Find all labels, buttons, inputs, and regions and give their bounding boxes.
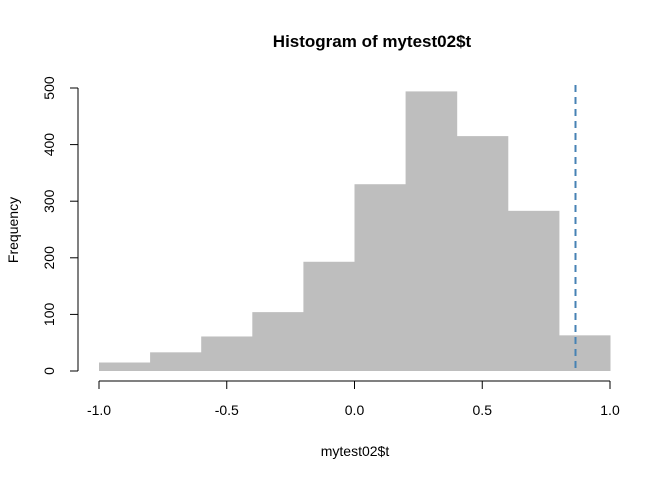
x-axis: -1.0 -0.5 0.0 0.5 1.0: [87, 380, 620, 418]
x-tick-label-1: -0.5: [215, 402, 239, 418]
x-tick-label-0: -1.0: [87, 402, 111, 418]
y-tick-label-4: 400: [41, 133, 57, 157]
histogram-bar-4: [303, 261, 355, 371]
y-axis: 0 100 200 300 400 500: [41, 76, 79, 375]
histogram-bar-8: [507, 210, 560, 371]
bars-group: [99, 91, 611, 372]
x-tick-label-4: 1.0: [600, 402, 620, 418]
y-tick-label-5: 500: [41, 76, 57, 100]
chart-title: Histogram of mytest02$t: [273, 32, 472, 51]
y-tick-label-3: 300: [41, 189, 57, 213]
histogram-bar-5: [354, 184, 407, 371]
x-tick-label-3: 0.5: [473, 402, 493, 418]
y-axis-label: Frequency: [5, 197, 21, 263]
histogram-bar-7: [456, 136, 509, 371]
y-tick-label-1: 100: [41, 303, 57, 327]
x-tick-label-2: 0.0: [345, 402, 365, 418]
y-tick-label-0: 0: [41, 367, 57, 375]
histogram-bar-9: [558, 335, 611, 371]
histogram-bar-1: [150, 352, 202, 371]
histogram-bar-0: [99, 362, 151, 371]
histogram-bar-2: [201, 336, 253, 371]
histogram-bar-3: [252, 312, 304, 371]
histogram-bar-6: [405, 91, 458, 372]
x-axis-label: mytest02$t: [321, 443, 390, 459]
y-tick-label-2: 200: [41, 246, 57, 270]
